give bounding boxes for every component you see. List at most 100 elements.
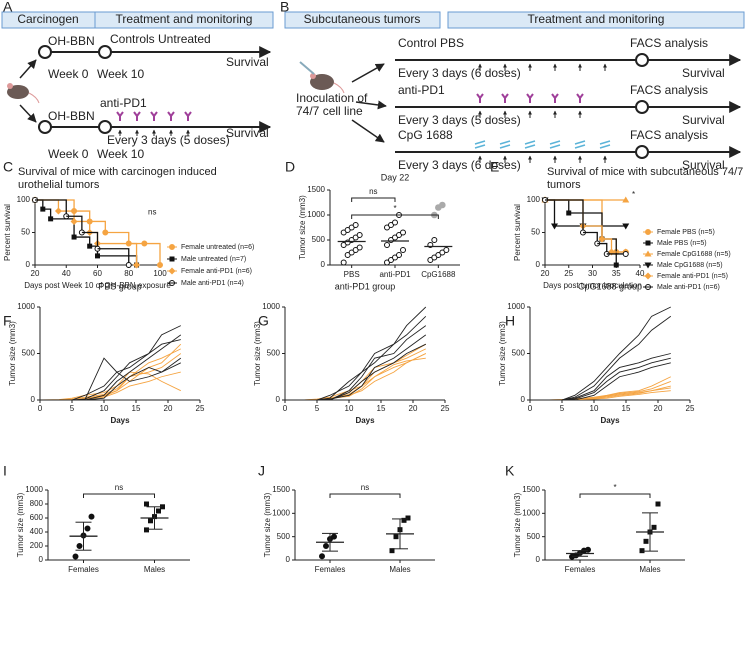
y-tick-label: 0	[39, 555, 44, 564]
antibody-icon	[116, 111, 124, 121]
x-axis-label: Days	[600, 416, 620, 425]
marker	[340, 259, 347, 266]
x-axis-label: Days post Week 10 of OH-BBN exposure	[24, 281, 171, 290]
timepoint	[38, 120, 52, 134]
timepoint	[635, 100, 649, 114]
cpg-icon	[574, 140, 586, 149]
legend-label: Female untreated (n=6)	[181, 244, 254, 251]
x-tick-label: 10	[345, 404, 354, 413]
week-label: Week 10	[97, 147, 144, 161]
marker	[323, 543, 329, 549]
y-tick-label: 1000	[17, 302, 35, 311]
x-tick-label: 20	[164, 404, 173, 413]
x-tick-label: 5	[70, 404, 75, 413]
treatment-label: anti-PD1	[100, 96, 147, 110]
marker	[384, 242, 390, 248]
marker	[88, 513, 95, 520]
panel-label: I	[3, 463, 7, 479]
inoculation-label: Inoculation of	[296, 91, 368, 105]
x-tick-label: 25	[441, 404, 450, 413]
series-line	[530, 362, 671, 401]
legend-label: Male untreated (n=7)	[181, 256, 246, 263]
marker	[319, 553, 325, 560]
end-label: Survival	[682, 113, 725, 127]
x-tick-label: 15	[377, 404, 386, 413]
treatment-label: Control PBS	[398, 36, 464, 50]
annotation: ns	[369, 187, 377, 196]
survival-step	[545, 199, 570, 213]
series-line	[285, 343, 426, 401]
y-tick-label: 0	[536, 555, 541, 564]
marker	[392, 219, 398, 226]
significance-bracket	[329, 493, 401, 498]
antibody-icon	[133, 111, 141, 121]
chart-title: Survival of mice with carcinogen induced	[18, 166, 217, 178]
y-tick-label: 600	[30, 513, 44, 522]
y-axis-label: Tumor size (mm3)	[513, 492, 522, 557]
series-line	[285, 343, 427, 401]
entry-arrow	[351, 63, 385, 83]
cpg-icon	[599, 140, 611, 149]
legend-label: Male PBS (n=5)	[657, 240, 707, 247]
marker	[72, 553, 79, 560]
legend-label: Female anti-PD1 (n=6)	[181, 268, 252, 275]
y-tick-label: 200	[30, 541, 44, 550]
x-tick-label: 100	[153, 269, 167, 278]
chart-title: Survival of mice with subcutaneous 74/7	[547, 166, 743, 178]
x-tick-label: PBS	[344, 270, 360, 279]
y-tick-label: 1000	[272, 508, 290, 517]
series-line	[40, 339, 181, 401]
timepoint	[98, 120, 112, 134]
y-tick-label: 500	[267, 349, 281, 358]
header: Treatment and monitoring	[528, 12, 665, 26]
x-tick-label: 40	[636, 269, 645, 278]
x-tick-label: 25	[686, 404, 695, 413]
y-tick-label: 1000	[262, 302, 280, 311]
y-axis-label: Tumor size (mm3)	[8, 321, 17, 386]
x-tick-label: Males	[639, 565, 660, 574]
timepoint	[98, 45, 112, 59]
mouse-icon	[7, 83, 40, 104]
end-label: Survival	[682, 66, 725, 80]
survival-step	[545, 199, 556, 226]
end-label: Survival	[682, 158, 725, 172]
x-tick-label: 25	[196, 404, 205, 413]
header: Subcutaneous tumors	[304, 12, 421, 26]
end-label: Survival	[226, 55, 269, 69]
y-tick-label: 0	[536, 260, 541, 269]
chart-title: Day 22	[381, 172, 410, 182]
x-tick-label: 25	[564, 269, 573, 278]
x-tick-label: 35	[612, 269, 621, 278]
x-tick-label: CpG1688	[421, 270, 456, 279]
survival-step	[74, 220, 91, 233]
survival-step	[602, 238, 613, 252]
marker	[655, 501, 661, 507]
legend-label: Male anti-PD1 (n=6)	[657, 284, 720, 291]
antibody-icon	[150, 111, 158, 121]
analysis-label: FACS analysis	[630, 128, 708, 142]
x-tick-label: Females	[565, 565, 596, 574]
panel-label: D	[285, 159, 295, 175]
week-label: Week 0	[48, 67, 89, 81]
series-line	[39, 371, 181, 401]
analysis-label: FACS analysis	[630, 83, 708, 97]
marker	[585, 546, 591, 553]
annotation: ns	[115, 483, 123, 492]
entry-arrow	[355, 100, 387, 110]
survival-step	[50, 218, 75, 238]
x-tick-label: Females	[315, 565, 346, 574]
x-tick-label: 20	[409, 404, 418, 413]
survival-step	[74, 210, 91, 222]
y-tick-label: 1000	[522, 508, 540, 517]
x-tick-label: 80	[124, 269, 133, 278]
series-line	[40, 371, 181, 401]
series-line	[530, 390, 671, 401]
survival-step	[545, 199, 584, 233]
header-box	[284, 11, 441, 29]
x-tick-label: 40	[62, 269, 71, 278]
y-axis-label: Tumor size (mm3)	[263, 492, 272, 557]
schedule-label: Every 3 days (5 doses)	[398, 113, 521, 127]
series-line	[285, 306, 427, 401]
chart-title: PBS group	[98, 281, 142, 291]
cpg-icon	[474, 140, 486, 149]
